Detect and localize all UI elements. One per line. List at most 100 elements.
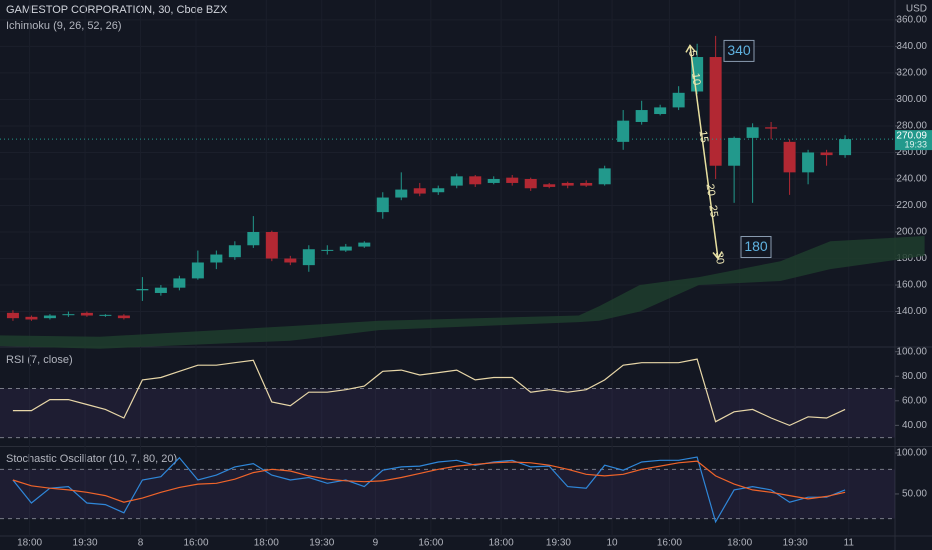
ichimoku-cloud xyxy=(0,236,925,349)
candle-body xyxy=(62,314,75,316)
candle-body xyxy=(635,110,648,122)
price-box-label: 340 xyxy=(727,42,751,58)
candle-body xyxy=(672,92,685,108)
candle-body xyxy=(6,312,19,319)
x-tick-label: 9 xyxy=(373,538,379,549)
candle-body xyxy=(25,316,38,320)
candle-body xyxy=(191,262,204,279)
candle-body xyxy=(358,242,371,247)
candle-body xyxy=(728,137,741,166)
indicator-line xyxy=(12,358,846,427)
candle-body xyxy=(820,152,833,156)
candle-body xyxy=(339,246,352,251)
candle-body xyxy=(450,176,463,186)
y-tick-label: 260.00 xyxy=(896,147,927,158)
chart-title: GAMESTOP CORPORATION, 30, Cboe BZX xyxy=(6,4,228,16)
candle-body xyxy=(469,176,482,185)
candle-body xyxy=(709,57,722,166)
candle-body xyxy=(413,188,426,194)
candle-body xyxy=(265,232,278,259)
y-tick-label: 360.00 xyxy=(896,15,927,26)
candle-body xyxy=(173,278,186,288)
y-tick-label: 100.00 xyxy=(896,448,927,459)
ruler-label: 15 xyxy=(697,130,710,144)
y-tick-label: 60.00 xyxy=(902,395,927,406)
ruler-arrow xyxy=(685,44,696,53)
currency: USD xyxy=(906,4,927,15)
price-box-label: 180 xyxy=(744,238,768,254)
y-tick-label: 340.00 xyxy=(896,41,927,52)
ruler-label: 10 xyxy=(689,72,702,86)
candle-body xyxy=(746,127,759,138)
candle-body xyxy=(99,314,112,316)
candle-body xyxy=(617,120,630,142)
ruler-arrow xyxy=(712,251,723,260)
candle-body xyxy=(302,249,315,266)
candle-body xyxy=(524,178,537,189)
y-tick-label: 280.00 xyxy=(896,121,927,132)
candle-body xyxy=(80,312,93,316)
candle-body xyxy=(765,127,778,129)
y-tick-label: 300.00 xyxy=(896,94,927,105)
ruler-label: 5 xyxy=(686,50,699,58)
candle-body xyxy=(376,197,389,213)
x-tick-label: 8 xyxy=(138,538,144,549)
candle-body xyxy=(284,258,297,263)
candle-body xyxy=(136,289,149,291)
indicator-title: Ichimoku (9, 26, 52, 26) xyxy=(6,20,122,32)
candle-body xyxy=(395,189,408,198)
candle-body xyxy=(561,182,574,186)
countdown-label: 19:33 xyxy=(904,139,927,149)
y-tick-label: 200.00 xyxy=(896,227,927,238)
level-band xyxy=(0,388,895,438)
candle-body xyxy=(228,245,241,258)
candle-body xyxy=(839,139,852,156)
indicator-line xyxy=(12,456,846,524)
candle-body xyxy=(432,188,445,193)
candle-body xyxy=(543,184,556,187)
x-tick-label: 19:30 xyxy=(309,538,334,549)
candle-body xyxy=(506,177,519,183)
x-tick-label: 19:30 xyxy=(73,538,98,549)
candle-body xyxy=(654,107,667,115)
x-tick-label: 16:00 xyxy=(183,538,208,549)
x-tick-label: 18:00 xyxy=(254,538,279,549)
rsi-title: RSI (7, close) xyxy=(6,354,73,366)
y-tick-label: 180.00 xyxy=(896,253,927,264)
candle-body xyxy=(598,168,611,185)
y-tick-label: 160.00 xyxy=(896,280,927,291)
y-tick-label: 320.00 xyxy=(896,68,927,79)
x-tick-label: 18:00 xyxy=(17,538,42,549)
x-tick-label: 19:30 xyxy=(546,538,571,549)
y-tick-label: 140.00 xyxy=(896,306,927,317)
stoch-title: Stochastic Oscillator (10, 7, 80, 20) xyxy=(6,453,177,465)
x-tick-label: 16:00 xyxy=(418,538,443,549)
x-tick-label: 11 xyxy=(844,538,855,549)
ruler-label: 30 xyxy=(713,251,726,265)
price-box xyxy=(723,39,755,62)
y-tick-label: 240.00 xyxy=(896,174,927,185)
ruler-label: 20 xyxy=(704,183,717,197)
x-tick-label: 16:00 xyxy=(657,538,682,549)
x-tick-label: 18:00 xyxy=(489,538,514,549)
candle-body xyxy=(210,254,223,263)
ruler-label: 25 xyxy=(706,204,719,218)
candle-body xyxy=(43,315,56,319)
candle-body xyxy=(487,178,500,183)
y-tick-label: 50.00 xyxy=(902,489,927,500)
y-tick-label: 100.00 xyxy=(896,346,927,357)
price-box xyxy=(740,236,772,259)
last-price-box xyxy=(895,130,932,151)
indicator-line xyxy=(12,460,846,503)
y-tick-label: 220.00 xyxy=(896,200,927,211)
candle-body xyxy=(691,57,704,92)
candle-body xyxy=(321,249,334,251)
x-tick-label: 10 xyxy=(607,538,619,549)
x-tick-label: 18:00 xyxy=(727,538,752,549)
candle-body xyxy=(783,141,796,173)
y-tick-label: 40.00 xyxy=(902,420,927,431)
y-tick-label: 80.00 xyxy=(902,371,927,382)
candle-body xyxy=(117,315,130,319)
x-tick-label: 19:30 xyxy=(783,538,808,549)
